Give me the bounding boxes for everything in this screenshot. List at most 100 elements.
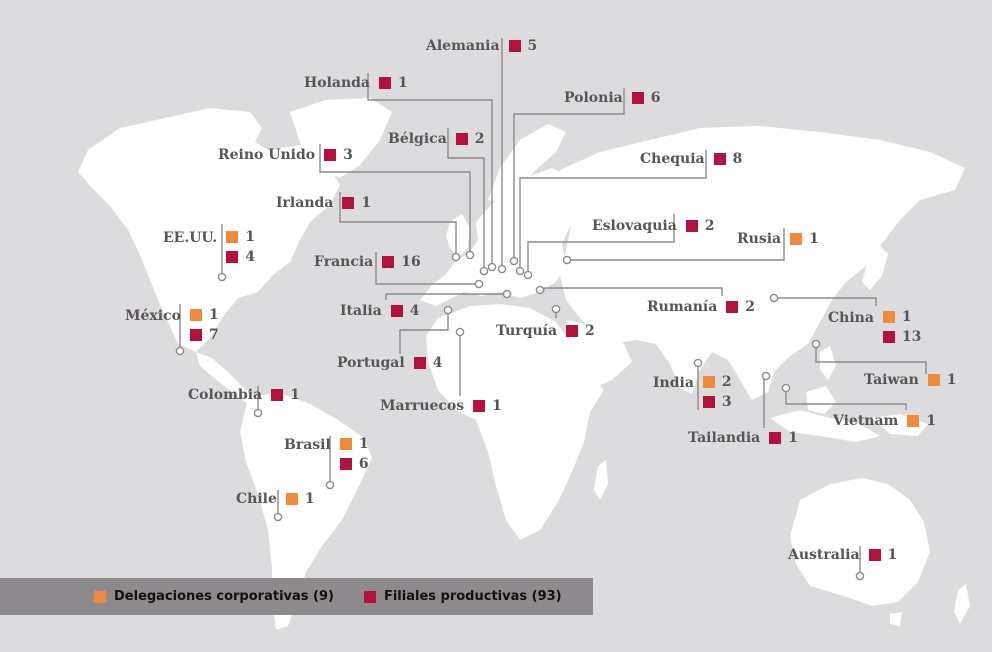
country-name: Vietnam bbox=[833, 413, 899, 429]
land-south-america bbox=[240, 392, 372, 630]
filiales-count: 7 bbox=[208, 327, 219, 343]
filiales-marker bbox=[382, 256, 395, 268]
filiales-count: 3 bbox=[721, 394, 732, 410]
filiales-marker bbox=[226, 251, 239, 263]
leader-italia bbox=[385, 293, 504, 300]
label-colombia: Colombia 1 bbox=[188, 387, 300, 403]
filiales-count: 3 bbox=[343, 147, 353, 163]
filiales-marker bbox=[342, 197, 355, 209]
land-tasmania bbox=[890, 612, 902, 626]
country-name: China bbox=[828, 310, 874, 326]
filiales-count: 2 bbox=[585, 323, 595, 339]
filiales-marker bbox=[566, 325, 579, 337]
filiales-count: 2 bbox=[474, 131, 485, 147]
dot-marruecos bbox=[455, 327, 465, 337]
country-name: Tailandia bbox=[688, 430, 761, 446]
filiales-marker bbox=[726, 301, 739, 313]
dot-taiwan bbox=[811, 339, 821, 349]
delegaciones-marker bbox=[927, 374, 940, 386]
dot-chequia bbox=[515, 266, 525, 276]
leader-eslovaquia bbox=[527, 214, 675, 272]
filiales-marker bbox=[508, 40, 521, 52]
leader-portugal bbox=[399, 312, 449, 354]
country-name: India bbox=[653, 375, 694, 391]
country-name: Chile bbox=[236, 491, 277, 507]
label-irlanda: Irlanda 1 bbox=[276, 195, 371, 211]
country-name: México bbox=[125, 308, 181, 324]
country-name: Polonia bbox=[564, 90, 623, 106]
label-rusia: Rusia 1 bbox=[737, 231, 819, 247]
country-name: Alemania bbox=[426, 38, 500, 54]
dot-eeuu bbox=[217, 272, 227, 282]
filiales-marker bbox=[271, 389, 284, 401]
dot-vietnam bbox=[781, 383, 791, 393]
filiales-count: 16 bbox=[401, 254, 421, 270]
filiales-count: 4 bbox=[432, 355, 443, 371]
leader-reino-unido bbox=[319, 144, 471, 252]
delegaciones-marker bbox=[882, 311, 895, 323]
country-name: Holanda bbox=[304, 75, 370, 91]
dot-holanda bbox=[487, 262, 497, 272]
leader-holanda bbox=[367, 73, 493, 264]
land-scandinavia bbox=[488, 124, 566, 204]
label-italia: Italia 4 bbox=[340, 303, 420, 319]
filiales-marker bbox=[769, 432, 782, 444]
label-taiwan: Taiwan 1 bbox=[864, 372, 957, 388]
label-brasil: Brasil 1 6 bbox=[284, 436, 369, 472]
filiales-count: 4 bbox=[409, 303, 420, 319]
label-turquia: Turquía 2 bbox=[496, 323, 595, 339]
country-name: Rusia bbox=[737, 231, 782, 247]
filiales-marker bbox=[702, 396, 715, 408]
filiales-count: 1 bbox=[361, 195, 372, 211]
filiales-marker bbox=[631, 92, 644, 104]
dot-tailandia bbox=[761, 371, 771, 381]
country-name: EE.UU. bbox=[163, 230, 218, 246]
label-eeuu: EE.UU. 1 4 bbox=[163, 229, 255, 265]
location-dots bbox=[175, 250, 865, 581]
filiales-count: 5 bbox=[527, 38, 538, 54]
delegaciones-count: 1 bbox=[946, 372, 957, 388]
leader-irlanda bbox=[339, 192, 457, 254]
delegaciones-marker bbox=[702, 376, 715, 388]
land-africa bbox=[426, 304, 604, 540]
filiales-marker bbox=[324, 149, 337, 161]
delegaciones-marker bbox=[339, 438, 352, 450]
land-greenland bbox=[290, 98, 392, 178]
country-name: Reino Unido bbox=[218, 147, 316, 163]
legend-delegaciones-label: Delegaciones corporativas (9) bbox=[114, 589, 334, 604]
label-mexico: México 1 7 bbox=[125, 307, 219, 343]
filiales-marker bbox=[390, 305, 403, 317]
label-eslovaquia: Eslovaquia 2 bbox=[592, 218, 715, 234]
leader-rusia bbox=[570, 228, 785, 261]
country-name: Rumanía bbox=[647, 299, 718, 315]
country-name: Australia bbox=[788, 547, 860, 563]
filiales-marker bbox=[713, 153, 726, 165]
filiales-count: 2 bbox=[745, 299, 756, 315]
country-name: Chequia bbox=[640, 151, 705, 167]
label-polonia: Polonia 6 bbox=[564, 90, 660, 106]
delegaciones-count: 2 bbox=[721, 374, 732, 390]
dot-irlanda bbox=[451, 252, 461, 262]
filiales-marker bbox=[882, 331, 895, 343]
filiales-count: 2 bbox=[704, 218, 715, 234]
filiales-marker bbox=[379, 77, 391, 89]
dot-belgica bbox=[479, 266, 489, 276]
filiales-count: 8 bbox=[732, 151, 743, 167]
delegaciones-count: 1 bbox=[358, 436, 369, 452]
filiales-marker bbox=[413, 357, 426, 369]
leader-lines bbox=[179, 38, 927, 574]
delegaciones-count: 1 bbox=[926, 413, 937, 429]
continents bbox=[78, 98, 970, 630]
land-british-isles bbox=[446, 214, 470, 258]
label-belgica: Bélgica 2 bbox=[388, 131, 485, 147]
dot-reino-unido bbox=[465, 250, 475, 260]
filiales-marker bbox=[868, 549, 881, 561]
filiales-count: 1 bbox=[887, 547, 898, 563]
filiales-marker bbox=[339, 458, 352, 470]
dot-mexico bbox=[175, 346, 185, 356]
land-australia bbox=[790, 478, 930, 606]
land-central-america bbox=[196, 352, 256, 404]
country-name: Bélgica bbox=[388, 131, 447, 147]
label-australia: Australia 1 bbox=[788, 547, 897, 563]
